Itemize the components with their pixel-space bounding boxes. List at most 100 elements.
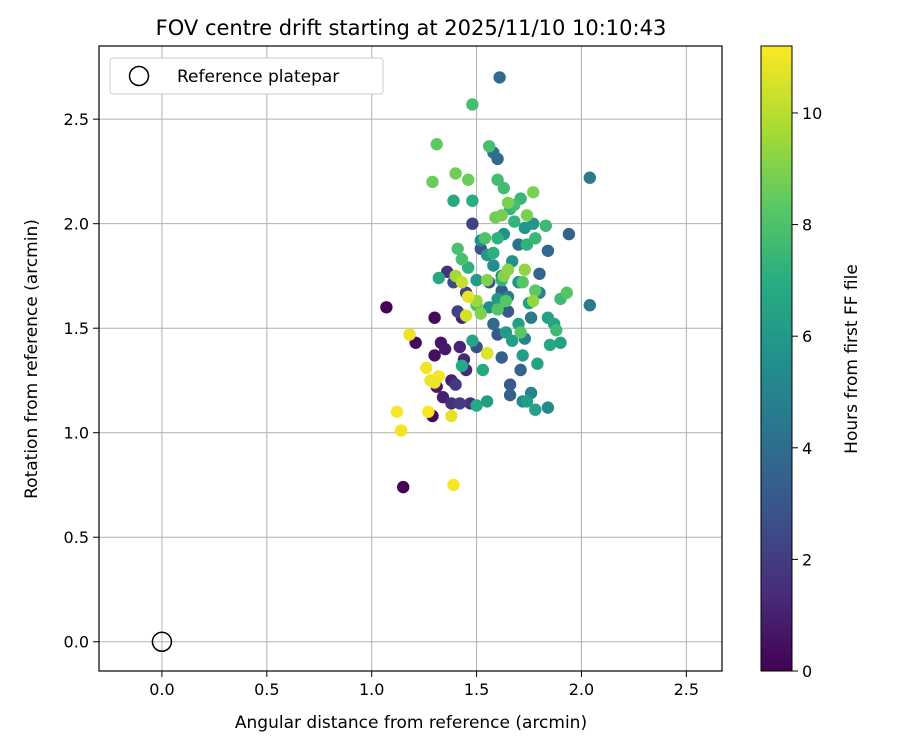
scatter-point (449, 378, 462, 391)
scatter-point (462, 173, 475, 186)
scatter-point (527, 294, 540, 308)
scatter-point (397, 480, 410, 494)
x-tick-label: 1.0 (359, 680, 384, 699)
y-axis-ticks: 0.0 0.5 1.0 1.5 2.0 2.5 (64, 110, 99, 652)
scatter-point (422, 405, 435, 418)
scatter-point (493, 71, 506, 84)
scatter-point (474, 307, 487, 320)
colorbar-tick-label: 0 (802, 662, 812, 681)
x-axis-ticks: 0.0 0.5 1.0 1.5 2.0 2.5 (149, 671, 699, 699)
y-tick-label: 1.5 (64, 319, 89, 338)
colorbar-tick-label: 6 (802, 327, 812, 346)
scatter-point (403, 328, 416, 341)
scatter-point (541, 401, 555, 414)
scatter-point (426, 175, 439, 189)
scatter-point (501, 305, 515, 318)
scatter-point (466, 217, 479, 230)
colorbar-gradient (760, 45, 793, 672)
scatter-point (497, 181, 510, 195)
scatter-point (487, 259, 500, 272)
scatter-point (583, 299, 596, 312)
scatter-point (487, 246, 500, 260)
colorbar-tick-label: 10 (802, 104, 822, 123)
scatter-point (516, 276, 529, 289)
scatter-point (520, 209, 534, 222)
scatter-point (518, 263, 531, 276)
y-axis-label: Rotation from reference (arcmin) (22, 219, 42, 499)
x-tick-label: 0.0 (149, 680, 174, 699)
reference-marker (151, 631, 173, 652)
scatter-point (447, 194, 460, 207)
scatter-point (480, 347, 494, 360)
scatter-point (495, 209, 508, 222)
scatter-point (527, 186, 540, 199)
scatter-point (449, 167, 462, 180)
scatter-point (466, 194, 479, 207)
scatter-point (483, 140, 496, 153)
scatter-point (529, 284, 542, 297)
colorbar: 0 2 4 6 8 10 Hours from first FF file (760, 45, 862, 681)
scatter-point (430, 138, 443, 151)
scatter-point (495, 351, 508, 364)
y-tick-label: 0.5 (64, 528, 89, 547)
reference-platepar-point (151, 631, 173, 652)
scatter-point (428, 376, 441, 389)
scatter-point (560, 286, 573, 299)
y-tick-label: 1.0 (64, 424, 89, 443)
scatter-point (550, 324, 563, 337)
colorbar-tick-label: 2 (802, 550, 812, 569)
scatter-point (453, 397, 466, 410)
plot-frame (98, 45, 723, 672)
scatter-point (380, 301, 393, 314)
scatter-point (428, 311, 441, 324)
legend-entry-reference: Reference platepar (177, 67, 339, 87)
scatter-point (394, 424, 408, 437)
chart-title: FOV centre drift starting at 2025/11/10 … (156, 16, 667, 40)
scatter-point (432, 271, 445, 285)
colorbar-label: Hours from first FF file (842, 264, 862, 454)
legend-box (109, 57, 384, 95)
scatter-point (529, 232, 542, 245)
scatter-point (476, 363, 490, 377)
scatter-point (533, 267, 546, 280)
scatter-point (470, 399, 483, 412)
scatter-point (508, 215, 521, 228)
scatter-point (491, 303, 504, 316)
y-tick-label: 0.0 (64, 633, 89, 652)
scatter-point (531, 357, 544, 370)
y-tick-label: 2.5 (64, 110, 89, 129)
scatter-point (455, 276, 469, 289)
scatter-point (428, 349, 441, 362)
scatter-point (491, 232, 504, 245)
colorbar-tick-label: 8 (802, 216, 812, 235)
scatter-points (380, 71, 596, 494)
x-tick-label: 2.0 (569, 680, 594, 699)
x-tick-label: 2.5 (674, 680, 699, 699)
scatter-point (520, 395, 534, 408)
scatter-point (459, 309, 473, 322)
scatter-point (390, 405, 404, 418)
scatter-point (466, 98, 479, 111)
scatter-point (470, 273, 483, 287)
scatter-point (480, 273, 494, 287)
scatter-point (514, 363, 527, 377)
scatter-point (541, 244, 555, 257)
scatter-point (480, 395, 494, 408)
grid-lines (99, 46, 722, 671)
scatter-point (451, 242, 464, 255)
scatter-point (478, 232, 492, 245)
scatter-point (455, 359, 469, 372)
scatter-point (447, 478, 460, 492)
scatter-point (562, 227, 576, 241)
scatter-point (554, 336, 567, 349)
x-tick-label: 0.5 (254, 680, 279, 699)
scatter-point (583, 171, 596, 184)
scatter-point (506, 334, 519, 347)
scatter-point (501, 263, 515, 276)
scatter-point (539, 219, 552, 232)
scatter-point (455, 253, 469, 266)
scatter-point (529, 403, 542, 416)
x-axis-label: Angular distance from reference (arcmin) (235, 713, 587, 733)
y-tick-label: 2.0 (64, 215, 89, 234)
